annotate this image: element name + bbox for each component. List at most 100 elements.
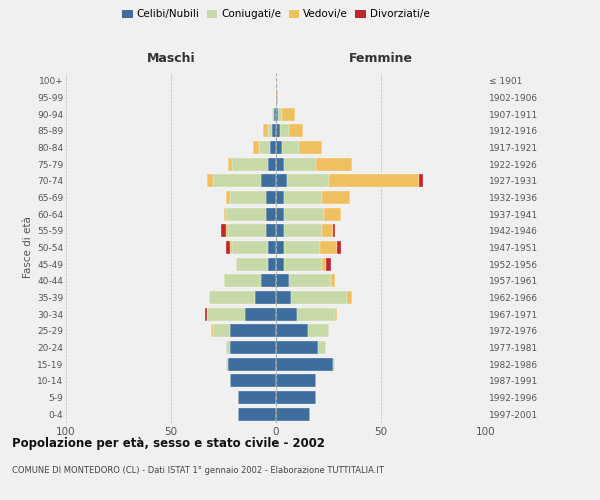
Bar — [276, 191, 284, 204]
Bar — [276, 391, 316, 404]
Bar — [337, 241, 341, 254]
Text: Maschi: Maschi — [146, 52, 196, 65]
Bar — [209, 291, 255, 304]
Bar — [297, 308, 335, 320]
Bar — [268, 258, 276, 270]
Bar — [276, 91, 278, 104]
Bar — [326, 258, 331, 270]
Bar — [232, 241, 268, 254]
Bar — [206, 308, 245, 320]
Bar — [213, 324, 230, 338]
Bar — [245, 308, 276, 320]
Bar — [226, 224, 228, 237]
Bar — [276, 241, 284, 254]
Bar — [276, 308, 297, 320]
Bar — [228, 224, 265, 237]
Bar — [276, 224, 284, 237]
Bar — [230, 374, 276, 388]
Legend: Celibi/Nubili, Coniugati/e, Vedovi/e, Divorziati/e: Celibi/Nubili, Coniugati/e, Vedovi/e, Di… — [118, 5, 434, 24]
Bar — [276, 274, 289, 287]
Bar — [262, 174, 276, 188]
Bar — [276, 374, 316, 388]
Bar — [284, 258, 322, 270]
Bar — [206, 174, 213, 188]
Bar — [320, 241, 337, 254]
Bar — [289, 124, 304, 138]
Bar — [276, 258, 284, 270]
Bar — [226, 358, 228, 370]
Bar — [272, 124, 276, 138]
Bar — [289, 274, 331, 287]
Bar — [276, 208, 284, 220]
Bar — [276, 291, 290, 304]
Bar — [276, 158, 284, 170]
Bar — [316, 158, 352, 170]
Bar — [276, 124, 280, 138]
Bar — [332, 224, 335, 237]
Bar — [265, 208, 276, 220]
Bar — [255, 291, 276, 304]
Bar — [224, 208, 226, 220]
Bar — [238, 391, 276, 404]
Bar — [276, 108, 278, 120]
Bar — [232, 158, 268, 170]
Bar — [265, 191, 276, 204]
Y-axis label: Fasce di età: Fasce di età — [23, 216, 33, 278]
Bar — [325, 208, 341, 220]
Bar — [226, 241, 230, 254]
Bar — [226, 341, 230, 354]
Bar — [276, 358, 332, 370]
Bar — [205, 308, 206, 320]
Bar — [228, 358, 276, 370]
Bar — [230, 324, 276, 338]
Bar — [332, 358, 335, 370]
Bar — [322, 258, 326, 270]
Bar — [223, 274, 262, 287]
Bar — [259, 141, 270, 154]
Text: Femmine: Femmine — [349, 52, 413, 65]
Bar — [211, 324, 213, 338]
Bar — [230, 341, 276, 354]
Bar — [329, 174, 419, 188]
Bar — [226, 191, 230, 204]
Bar — [265, 224, 276, 237]
Bar — [230, 241, 232, 254]
Bar — [253, 141, 259, 154]
Bar — [322, 191, 349, 204]
Text: COMUNE DI MONTEDORO (CL) - Dati ISTAT 1° gennaio 2002 - Elaborazione TUTTITALIA.: COMUNE DI MONTEDORO (CL) - Dati ISTAT 1°… — [12, 466, 384, 475]
Bar — [318, 341, 326, 354]
Bar — [276, 341, 318, 354]
Bar — [226, 208, 265, 220]
Bar — [419, 174, 423, 188]
Bar — [276, 174, 287, 188]
Bar — [284, 241, 320, 254]
Bar — [276, 324, 308, 338]
Bar — [263, 124, 268, 138]
Bar — [331, 274, 335, 287]
Bar — [322, 224, 332, 237]
Bar — [284, 191, 322, 204]
Bar — [230, 191, 265, 204]
Bar — [276, 141, 283, 154]
Bar — [278, 108, 283, 120]
Bar — [284, 224, 322, 237]
Bar — [287, 174, 329, 188]
Bar — [262, 274, 276, 287]
Bar — [290, 291, 347, 304]
Text: Popolazione per età, sesso e stato civile - 2002: Popolazione per età, sesso e stato civil… — [12, 438, 325, 450]
Bar — [213, 174, 262, 188]
Bar — [283, 141, 299, 154]
Bar — [284, 158, 316, 170]
Bar — [283, 108, 295, 120]
Bar — [274, 108, 276, 120]
Bar — [335, 308, 337, 320]
Bar — [268, 241, 276, 254]
Bar — [280, 124, 289, 138]
Bar — [270, 141, 276, 154]
Bar — [268, 124, 272, 138]
Bar — [284, 208, 324, 220]
Bar — [347, 291, 352, 304]
Bar — [276, 408, 310, 420]
Bar — [272, 108, 274, 120]
Bar — [268, 158, 276, 170]
